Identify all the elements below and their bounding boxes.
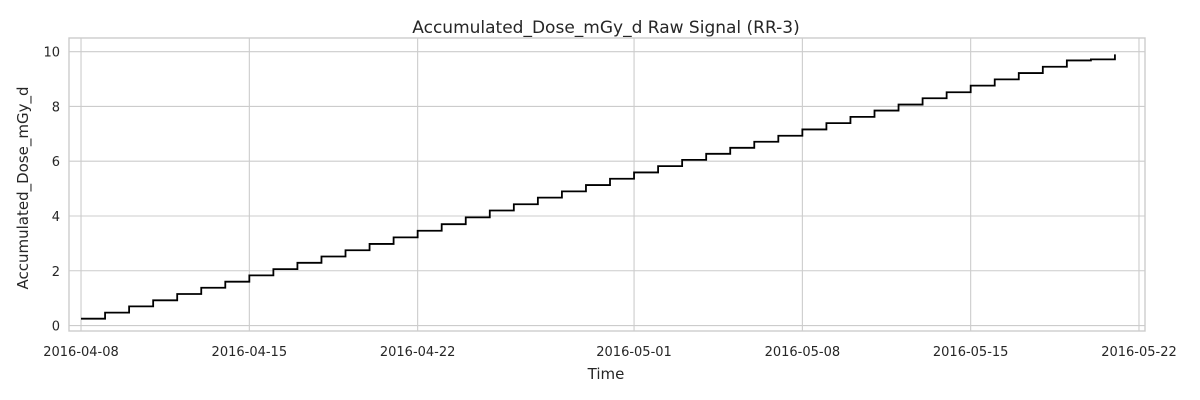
x-tick-label: 2016-05-08 <box>765 345 841 360</box>
x-tick-label: 2016-05-01 <box>596 345 672 360</box>
x-tick-label: 2016-04-08 <box>43 345 119 360</box>
y-tick-label: 6 <box>52 155 60 170</box>
x-tick-label: 2016-05-15 <box>933 345 1009 360</box>
y-tick-label: 8 <box>52 100 60 115</box>
series-layer <box>81 54 1116 320</box>
series-line <box>81 54 1116 320</box>
y-axis-label: Accumulated_Dose_mGy_d <box>14 86 33 289</box>
chart-title: Accumulated_Dose_mGy_d Raw Signal (RR-3) <box>412 18 799 38</box>
y-tick-label: 4 <box>52 210 60 225</box>
x-tick-label: 2016-05-22 <box>1101 345 1177 360</box>
x-axis-label: Time <box>587 365 625 383</box>
tick-layer: 0 2 4 6 8 10 2016-04-08 2016-04-15 2016-04-22 201… <box>43 46 1177 360</box>
plot-frame <box>68 37 1146 332</box>
y-tick-label: 2 <box>52 265 60 280</box>
x-tick-label: 2016-04-15 <box>212 345 288 360</box>
y-tick-label: 0 <box>52 320 60 335</box>
y-tick-label: 10 <box>43 46 60 61</box>
x-tick-label: 2016-04-22 <box>380 345 456 360</box>
